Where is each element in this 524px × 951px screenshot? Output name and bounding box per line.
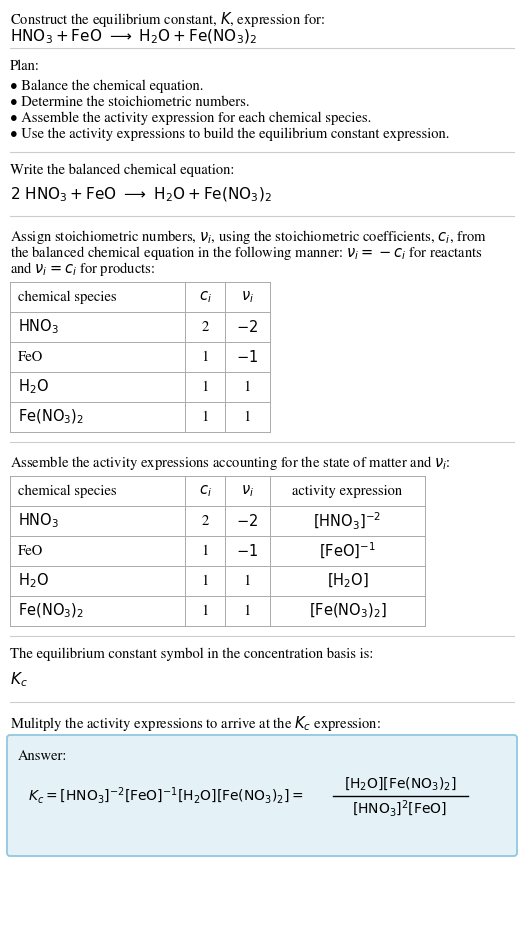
Text: $[\mathrm{H_2O}]$: $[\mathrm{H_2O}]$ [326,572,368,591]
FancyBboxPatch shape [7,735,517,856]
Text: $\nu_i$: $\nu_i$ [241,483,254,499]
Text: 1: 1 [201,604,209,618]
Text: 1: 1 [201,574,209,588]
Text: chemical species: chemical species [18,484,117,497]
Text: Answer:: Answer: [18,750,68,764]
Text: Write the balanced chemical equation:: Write the balanced chemical equation: [10,164,234,178]
Text: $[\mathrm{H_2O}][\mathrm{Fe(NO_3)_2}]$: $[\mathrm{H_2O}][\mathrm{Fe(NO_3)_2}]$ [344,776,456,792]
Text: $\mathrm{HNO_3}$: $\mathrm{HNO_3}$ [18,318,59,337]
Text: $-1$: $-1$ [236,349,258,365]
Text: and $\nu_i = c_i$ for products:: and $\nu_i = c_i$ for products: [10,260,155,278]
Text: $[\mathrm{FeO}]^{-1}$: $[\mathrm{FeO}]^{-1}$ [319,541,376,561]
Text: Mulitply the activity expressions to arrive at the $K_c$ expression:: Mulitply the activity expressions to arr… [10,714,381,733]
Text: • Use the activity expressions to build the equilibrium constant expression.: • Use the activity expressions to build … [10,128,450,142]
Text: $\nu_i$: $\nu_i$ [241,289,254,305]
Text: Assemble the activity expressions accounting for the state of matter and $\nu_i$: Assemble the activity expressions accoun… [10,454,451,472]
Text: 1: 1 [201,350,209,363]
Text: 1: 1 [244,574,251,588]
Text: $[\mathrm{HNO_3}]^2[\mathrm{FeO}]$: $[\mathrm{HNO_3}]^2[\mathrm{FeO}]$ [353,799,447,819]
Text: 2: 2 [201,320,209,334]
Text: Assign stoichiometric numbers, $\nu_i$, using the stoichiometric coefficients, $: Assign stoichiometric numbers, $\nu_i$, … [10,228,487,246]
Text: activity expression: activity expression [292,484,402,497]
Text: 2: 2 [201,514,209,528]
Text: $\mathrm{Fe(NO_3)_2}$: $\mathrm{Fe(NO_3)_2}$ [18,408,84,426]
Text: FeO: FeO [18,350,43,363]
Text: • Determine the stoichiometric numbers.: • Determine the stoichiometric numbers. [10,96,249,109]
Text: $\mathrm{H_2O}$: $\mathrm{H_2O}$ [18,572,49,591]
Text: 1: 1 [201,380,209,394]
Text: • Balance the chemical equation.: • Balance the chemical equation. [10,80,203,93]
Text: $-2$: $-2$ [236,513,258,529]
Text: $\mathrm{HNO_3}$: $\mathrm{HNO_3}$ [18,512,59,531]
Text: $c_i$: $c_i$ [199,289,211,305]
Text: 1: 1 [201,544,209,557]
Text: Construct the equilibrium constant, $K$, expression for:: Construct the equilibrium constant, $K$,… [10,10,325,29]
Text: Plan:: Plan: [10,60,40,73]
Text: $K_c$: $K_c$ [10,670,28,689]
Text: $-2$: $-2$ [236,319,258,335]
Text: $\mathrm{H_2O}$: $\mathrm{H_2O}$ [18,378,49,397]
Text: $\mathrm{HNO_3 + FeO\ \longrightarrow\ H_2O + Fe(NO_3)_2}$: $\mathrm{HNO_3 + FeO\ \longrightarrow\ H… [10,28,257,47]
Text: 1: 1 [244,604,251,618]
Text: $[\mathrm{Fe(NO_3)_2}]$: $[\mathrm{Fe(NO_3)_2}]$ [309,602,386,620]
Text: chemical species: chemical species [18,290,117,303]
Text: 1: 1 [244,380,251,394]
Text: $c_i$: $c_i$ [199,483,211,499]
Text: $-1$: $-1$ [236,543,258,559]
Text: $K_c = [\mathrm{HNO_3}]^{-2}[\mathrm{FeO}]^{-1}[\mathrm{H_2O}][\mathrm{Fe(NO_3)_: $K_c = [\mathrm{HNO_3}]^{-2}[\mathrm{FeO… [28,786,304,806]
Text: $[\mathrm{HNO_3}]^{-2}$: $[\mathrm{HNO_3}]^{-2}$ [313,511,381,532]
Text: $\mathrm{Fe(NO_3)_2}$: $\mathrm{Fe(NO_3)_2}$ [18,602,84,620]
Text: 1: 1 [244,410,251,424]
Text: FeO: FeO [18,544,43,557]
Text: The equilibrium constant symbol in the concentration basis is:: The equilibrium constant symbol in the c… [10,648,374,661]
Text: the balanced chemical equation in the following manner: $\nu_i = -c_i$ for react: the balanced chemical equation in the fo… [10,244,483,262]
Text: $\mathrm{2\ HNO_3 + FeO\ \longrightarrow\ H_2O + Fe(NO_3)_2}$: $\mathrm{2\ HNO_3 + FeO\ \longrightarrow… [10,186,272,204]
Text: • Assemble the activity expression for each chemical species.: • Assemble the activity expression for e… [10,112,371,126]
Text: 1: 1 [201,410,209,424]
